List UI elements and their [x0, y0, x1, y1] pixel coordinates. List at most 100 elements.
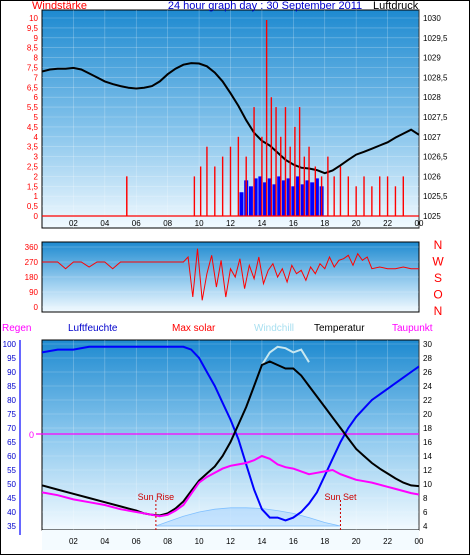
bottom-right-tick-label: 20	[423, 410, 432, 419]
mid-tick-label: 270	[25, 258, 39, 267]
top-left-tick-label: 9,5	[27, 24, 39, 33]
bottom-series	[42, 345, 419, 527]
bottom-left-tick-label: 80	[7, 396, 16, 405]
wind-direction-line	[42, 248, 419, 301]
top-right-tick-label: 1027	[423, 133, 441, 142]
bottom-right-tick-label: 8	[423, 494, 428, 503]
top-left-tick-label: 0,5	[27, 202, 39, 211]
bottom-left-tick-label: 50	[7, 480, 16, 489]
top-right-axis-label: Luftdruck	[373, 0, 419, 12]
legend-item: Taupunkt	[392, 323, 433, 334]
bottom-left-tick-label: 55	[7, 466, 16, 475]
compass-letter: S	[434, 271, 442, 285]
bottom-x-tick-label: 02	[69, 537, 78, 546]
bottom-x-tick-label: 00	[415, 537, 424, 546]
bottom-x-tick-label: 18	[320, 537, 329, 546]
bottom-left-tick-label: 85	[7, 382, 16, 391]
bottom-right-tick-label: 4	[423, 522, 428, 531]
top-right-tick-label: 1026,5	[423, 153, 448, 162]
bottom-xaxis-strip	[42, 530, 419, 550]
bottom-grid	[42, 340, 420, 530]
top-x-tick-label: 06	[132, 219, 141, 228]
bottom-right-tick-label: 30	[423, 340, 432, 349]
legend-item: Windchill	[254, 323, 294, 334]
top-left-tick-label: 1,5	[27, 182, 39, 191]
top-left-tick-label: 7,5	[27, 64, 39, 73]
bottom-x-tick-label: 22	[383, 537, 392, 546]
bottom-left-ticks: 35 40 45 50 55 60 65 70 75 80 85 90 95 100	[3, 340, 21, 535]
top-right-tick-label: 1025,5	[423, 192, 448, 201]
compass-letter: W	[432, 255, 444, 269]
sun-marker-label: Sun Set	[324, 492, 357, 502]
top-panel: 24 hour graph day : 30 September 2011 Wi…	[27, 0, 448, 229]
compass-letter: N	[434, 238, 443, 252]
bottom-x-ticks: 02 04 06 08 10 12 14 16 18 20 22 00	[69, 537, 424, 546]
mid-tick-label: 180	[25, 273, 39, 282]
top-x-tick-label: 20	[352, 219, 361, 228]
top-x-tick-label: 00	[415, 219, 424, 228]
bottom-legend: Regen Luftfeuchte Max solar Windchill Temper…	[2, 323, 433, 435]
top-right-tick-label: 1029,5	[423, 34, 448, 43]
mid-tick-label: 90	[29, 288, 38, 297]
top-left-tick-label: 10	[29, 14, 38, 23]
bottom-x-tick-label: 04	[100, 537, 109, 546]
legend-item: Temperatur	[314, 323, 365, 334]
bottom-x-tick-label: 10	[195, 537, 204, 546]
sun-marker-label: Sun Rise	[138, 492, 175, 502]
top-left-tick-label: 9	[34, 34, 39, 43]
bottom-panel: Regen Luftfeuchte Max solar Windchill Temper…	[2, 323, 433, 550]
bottom-left-tick-label: 100	[3, 340, 17, 349]
top-right-tick-label: 1030	[423, 14, 441, 23]
top-left-tick-label: 3	[34, 153, 39, 162]
top-x-tick-label: 12	[226, 219, 235, 228]
bottom-right-tick-label: 18	[423, 424, 432, 433]
top-left-tick-label: 2,5	[27, 163, 39, 172]
bottom-right-tick-label: 6	[423, 508, 428, 517]
top-left-tick-label: 8	[34, 54, 39, 63]
top-x-tick-label: 08	[163, 219, 172, 228]
rain-value-label: 0	[29, 430, 34, 440]
bottom-right-tick-label: 22	[423, 396, 432, 405]
bottom-x-tick-label: 14	[257, 537, 266, 546]
top-left-tick-label: 6,5	[27, 83, 39, 92]
top-x-tick-label: 04	[100, 219, 109, 228]
top-right-tick-label: 1028,5	[423, 73, 448, 82]
top-left-tick-label: 3,5	[27, 143, 39, 152]
bottom-x-tick-label: 12	[226, 537, 235, 546]
bottom-left-tick-label: 45	[7, 494, 16, 503]
top-series	[42, 19, 419, 217]
top-x-tick-label: 10	[195, 219, 204, 228]
bottom-right-tick-label: 24	[423, 382, 432, 391]
legend-item: Max solar	[172, 323, 216, 334]
top-right-tick-label: 1025	[423, 212, 441, 221]
legend-item: Regen	[2, 323, 31, 334]
top-x-tick-label: 02	[69, 219, 78, 228]
top-title: 24 hour graph day : 30 September 2011	[168, 0, 362, 12]
bottom-left-tick-label: 60	[7, 452, 16, 461]
top-left-tick-label: 1	[34, 192, 39, 201]
top-x-ticks: 02 04 06 08 10 12 14 16 18 20 22 00	[69, 219, 424, 228]
taupunkt-line	[42, 454, 419, 518]
top-right-ticks: 1025 1025,5 1026 1026,5 1027 1027,5 1028 1028,5…	[423, 14, 448, 221]
mid-left-ticks: 0 90 180 270 360	[25, 243, 39, 312]
bottom-plot-area	[41, 339, 420, 531]
compass-letter: N	[434, 304, 443, 318]
bottom-right-tick-label: 28	[423, 354, 432, 363]
bottom-left-tick-label: 70	[7, 424, 16, 433]
top-left-tick-label: 4	[34, 133, 39, 142]
bottom-left-tick-label: 95	[7, 354, 16, 363]
top-left-tick-label: 4,5	[27, 123, 39, 132]
top-left-tick-label: 8,5	[27, 44, 39, 53]
top-left-tick-label: 5	[34, 113, 39, 122]
top-left-tick-label: 5,5	[27, 103, 39, 112]
top-left-tick-label: 0	[34, 212, 39, 221]
legend-item: Luftfeuchte	[68, 323, 118, 334]
bottom-right-tick-label: 10	[423, 480, 432, 489]
bottom-left-tick-label: 35	[7, 522, 16, 531]
top-x-tick-label: 22	[383, 219, 392, 228]
bottom-right-tick-label: 14	[423, 452, 432, 461]
pressure-line	[42, 62, 419, 175]
bottom-right-tick-label: 26	[423, 368, 432, 377]
bottom-right-tick-label: 16	[423, 438, 432, 447]
